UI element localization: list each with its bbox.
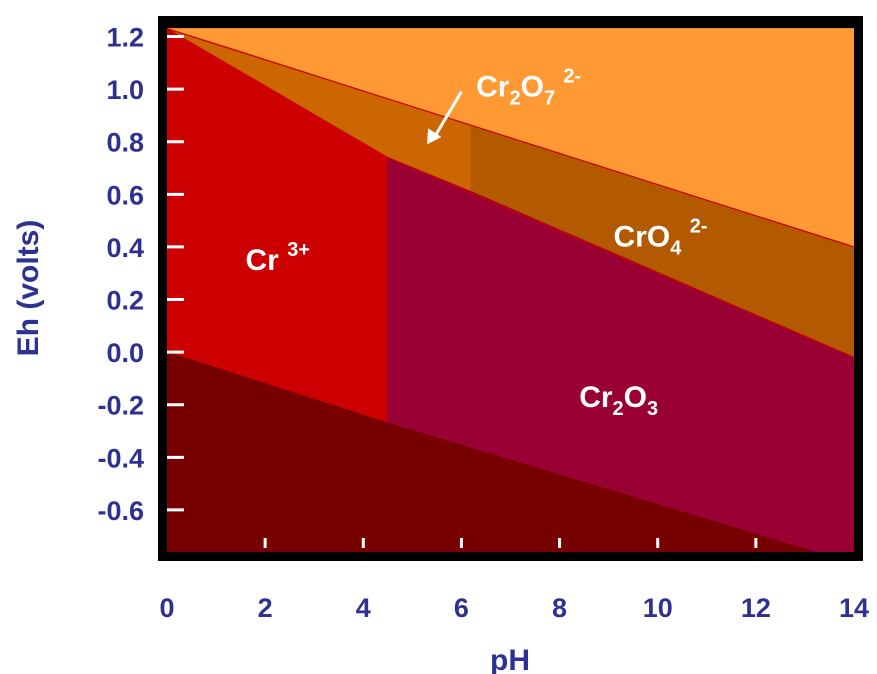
y-tick-label: 1.2: [106, 23, 144, 53]
arrow-head: [427, 128, 442, 145]
boundary-line: [167, 28, 854, 248]
x-tick-label: 10: [643, 593, 673, 623]
arrow-shaft: [431, 90, 463, 141]
label-cr3-part: Cr: [246, 244, 288, 277]
ticks: [167, 35, 758, 548]
tick-labels: 1.2 1.0 0.8 0.6 0.4 0.2 0.0 -0.2 -0.4 -0.6 0 2 4 6 8 10…: [97, 23, 869, 623]
label-cr2o7-part: [555, 70, 563, 103]
label-cro4-part: CrO: [614, 220, 671, 253]
y-tick-label: -0.6: [97, 496, 144, 526]
x-tick-label: 6: [454, 593, 469, 623]
label-cr2o3-part: 2: [613, 398, 624, 420]
label-cr2o7-part: 2: [509, 87, 520, 109]
boundary-line: [387, 156, 854, 358]
label-cr2o3-part: Cr: [579, 381, 613, 414]
cr2o7-arrow: [427, 90, 463, 145]
y-tick-label: 0.2: [106, 286, 144, 316]
x-tick-label: 12: [741, 593, 771, 623]
y-tick-label: 1.0: [106, 75, 144, 105]
y-tick-label: -0.4: [97, 443, 144, 473]
y-tick-label: -0.2: [97, 391, 144, 421]
label-cr2o7-part: 7: [544, 87, 555, 109]
label-cr3: Cr 3+: [246, 239, 311, 277]
x-tick-label: 14: [839, 593, 869, 623]
label-cr2o7-part: O: [521, 70, 544, 103]
label-cr2o7: Cr2O7 2-: [476, 65, 581, 109]
label-cr2o3-part: 3: [647, 398, 658, 420]
label-cr2o3-part: O: [624, 381, 647, 414]
x-tick-label: 0: [159, 593, 174, 623]
x-tick-label: 2: [258, 593, 273, 623]
label-cro4-part: 2-: [690, 215, 708, 237]
regions: [167, 28, 854, 552]
label-cr2o7-part: Cr: [476, 70, 510, 103]
label-cr3-part: 3+: [287, 239, 310, 261]
y-tick-label: 0.6: [106, 180, 144, 210]
label-cr2o7-part: 2-: [563, 65, 581, 87]
x-axis-title: pH: [490, 644, 530, 674]
label-cro4-part: [681, 220, 689, 253]
label-cr2o3: Cr2O3: [579, 381, 658, 420]
y-tick-label: 0.8: [106, 128, 144, 158]
region-lower: [167, 351, 815, 552]
label-cro4: CrO4 2-: [614, 215, 708, 259]
y-axis-title: Eh (volts): [12, 220, 45, 357]
y-tick-label: 0.0: [106, 338, 144, 368]
y-tick-label: 0.4: [106, 233, 144, 263]
x-tick-label: 4: [356, 593, 371, 623]
label-cro4-part: 4: [670, 237, 682, 259]
x-tick-label: 8: [552, 593, 567, 623]
